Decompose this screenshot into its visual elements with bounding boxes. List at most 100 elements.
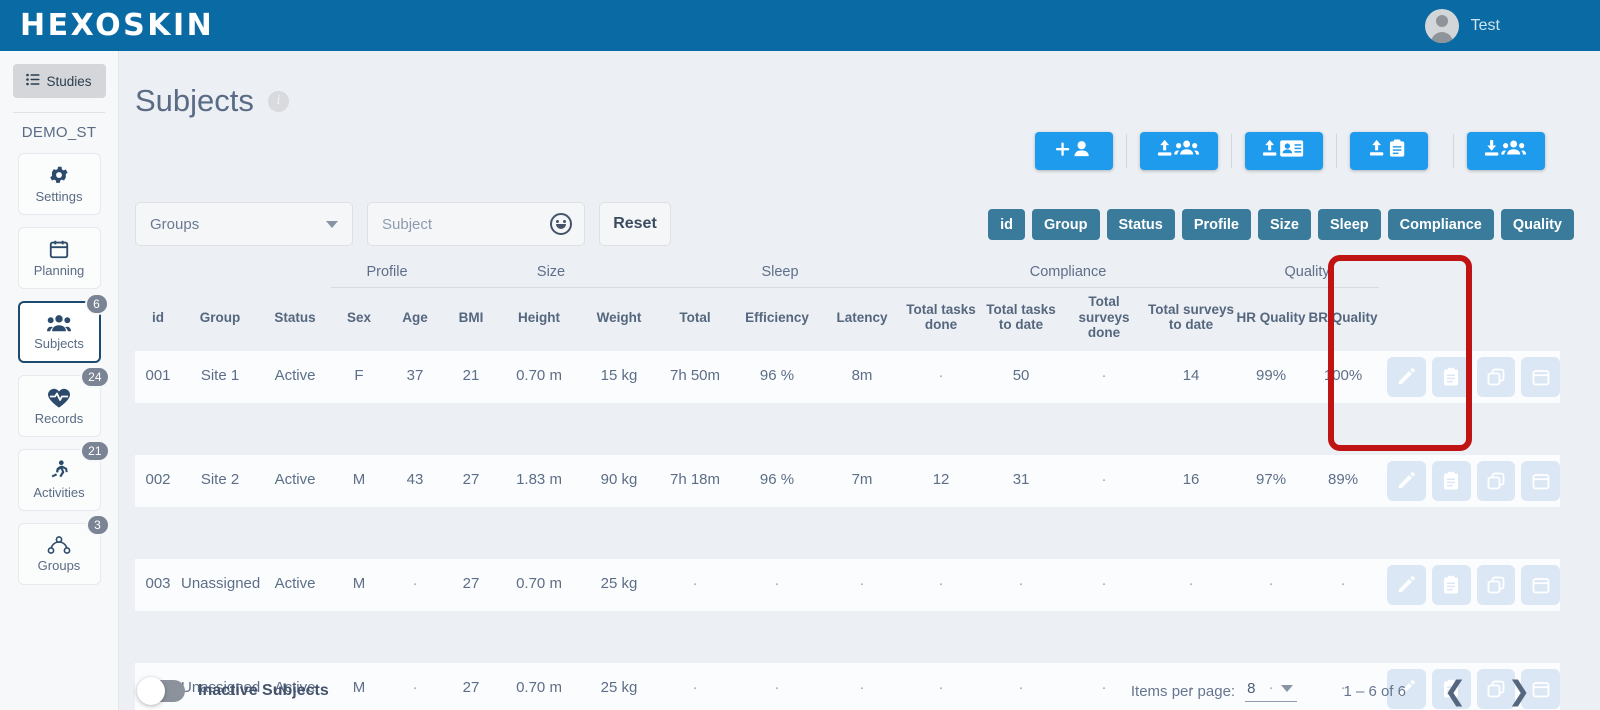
table-sub-header-row: id Group Status Sex Age BMI Height Weigh… (135, 288, 1561, 351)
edit-subject-action[interactable] (1387, 668, 1426, 709)
row-action-group (1379, 564, 1561, 605)
chip-sleep[interactable]: Sleep (1317, 209, 1381, 240)
col-id[interactable]: id (135, 288, 181, 351)
user-menu[interactable]: Test (1424, 8, 1600, 43)
export-subjects-button[interactable] (1467, 132, 1545, 170)
schedule-subject-action[interactable] (1521, 668, 1561, 709)
col-tasks-done[interactable]: Total tasks done (901, 288, 982, 351)
table-row-spacer (135, 506, 1561, 559)
spacer-cell (135, 402, 1561, 455)
col-weight[interactable]: Weight (579, 288, 660, 351)
upload-clipboard-icon (1369, 138, 1409, 164)
info-icon[interactable]: i (267, 90, 289, 112)
tasks-subject-action[interactable] (1431, 460, 1471, 501)
pencil-icon (1396, 575, 1416, 595)
table-row[interactable]: 002 Site 2 Active M 43 27 1.83 m 90 kg 7h 18m 96 … (135, 454, 1561, 507)
chip-status[interactable]: Status (1106, 209, 1175, 240)
edit-subject-action[interactable] (1387, 564, 1426, 605)
heartbeat-icon (47, 387, 71, 408)
edit-subject-action[interactable] (1387, 460, 1426, 501)
cell-bmi: 27 (443, 454, 500, 507)
edit-subject-action[interactable] (1387, 356, 1426, 397)
groups-filter-select[interactable]: Groups (135, 202, 353, 246)
group-header-blank (135, 256, 331, 288)
items-per-page-select[interactable]: 8 (1245, 680, 1298, 702)
cell-sex: F (331, 350, 387, 403)
clipboard-icon (1442, 679, 1460, 699)
col-tasks-to-date[interactable]: Total tasks to date (981, 288, 1062, 351)
cell-group: Unassigned (181, 558, 260, 611)
chip-quality[interactable]: Quality (1500, 209, 1574, 240)
chevron-down-icon (1281, 685, 1294, 692)
chip-group[interactable]: Group (1032, 209, 1100, 240)
sidebar-item-settings[interactable]: Settings (17, 153, 101, 215)
sidebar-badge: 3 (85, 514, 110, 536)
table-group-header-row: Profile Size Sleep Compliance Quality (135, 256, 1561, 288)
schedule-subject-action[interactable] (1521, 356, 1561, 397)
chip-size[interactable]: Size (1257, 209, 1311, 240)
group-header-size: Size (443, 256, 660, 288)
col-group[interactable]: Group (181, 288, 259, 351)
tasks-subject-action[interactable] (1431, 668, 1471, 709)
spacer-cell (135, 610, 1561, 663)
top-bar: HEXOSKIN Test (0, 0, 1600, 51)
cell-weight: 25 kg (579, 558, 660, 611)
next-page-button[interactable]: ❯ (1507, 675, 1531, 706)
reset-button[interactable]: Reset (599, 202, 671, 246)
col-br-quality[interactable]: BR Quality (1307, 288, 1380, 351)
col-sex[interactable]: Sex (331, 288, 387, 351)
col-status[interactable]: Status (259, 288, 331, 351)
chip-id[interactable]: id (988, 209, 1025, 240)
duplicate-subject-action[interactable] (1476, 668, 1516, 709)
import-subjects-button[interactable] (1140, 132, 1218, 170)
sidebar-item-studies[interactable]: Studies (12, 64, 106, 98)
cell-sleep-total: 7h 50m (659, 350, 732, 403)
copy-icon (1486, 367, 1506, 387)
cell-sleep-total: 7h 18m (659, 454, 732, 507)
cell-tasks-done: · (901, 662, 982, 710)
tasks-subject-action[interactable] (1431, 356, 1471, 397)
schedule-subject-action[interactable] (1521, 460, 1561, 501)
duplicate-subject-action[interactable] (1476, 356, 1516, 397)
table-body: 001 Site 1 Active F 37 21 0.70 m 15 kg 7h 50m 96 … (135, 350, 1561, 710)
duplicate-subject-action[interactable] (1476, 564, 1516, 605)
col-hr-quality[interactable]: HR Quality (1235, 288, 1308, 351)
table-row[interactable]: 003 Unassigned Active M · 27 0.70 m 25 kg · · · · · ·… (135, 558, 1561, 611)
sidebar-item-activities[interactable]: 21 Activities (17, 440, 110, 511)
add-subject-button[interactable] (1035, 132, 1113, 170)
subject-search-field[interactable] (367, 202, 585, 246)
col-efficiency[interactable]: Efficiency (731, 288, 824, 351)
cell-hr-quality: · (1235, 558, 1308, 611)
col-height[interactable]: Height (499, 288, 580, 351)
chip-compliance[interactable]: Compliance (1387, 209, 1494, 240)
clipboard-icon (1442, 575, 1460, 595)
col-latency[interactable]: Latency (823, 288, 902, 351)
col-surveys-done[interactable]: Total surveys done (1061, 288, 1148, 351)
pencil-icon (1396, 471, 1416, 491)
col-age[interactable]: Age (387, 288, 444, 351)
inactive-subjects-toggle-group[interactable]: Inactive Subjects (135, 677, 329, 705)
tasks-subject-action[interactable] (1431, 564, 1471, 605)
col-sleep-total[interactable]: Total (659, 288, 732, 351)
previous-page-button[interactable]: ❮ (1443, 675, 1467, 706)
sidebar-item-planning[interactable]: Planning (17, 227, 101, 289)
import-tasks-button[interactable] (1350, 132, 1428, 170)
cell-efficiency: 96 % (731, 454, 824, 507)
schedule-subject-action[interactable] (1521, 564, 1561, 605)
col-surveys-to-date[interactable]: Total surveys to date (1147, 288, 1236, 351)
smiley-icon[interactable] (550, 213, 572, 235)
col-bmi[interactable]: BMI (443, 288, 500, 351)
sidebar-item-records[interactable]: 24 Records (17, 366, 110, 437)
cell-actions (1379, 662, 1561, 710)
inactive-subjects-toggle[interactable] (137, 677, 185, 705)
sidebar-item-groups[interactable]: 3 Groups (17, 514, 110, 585)
duplicate-subject-action[interactable] (1476, 460, 1516, 501)
search-input[interactable] (382, 215, 542, 233)
chip-profile[interactable]: Profile (1181, 209, 1251, 240)
cell-tasks-done: · (901, 350, 982, 403)
import-profiles-button[interactable] (1245, 132, 1323, 170)
list-icon (26, 73, 40, 89)
table-row[interactable]: 001 Site 1 Active F 37 21 0.70 m 15 kg 7h 50m 96 … (135, 350, 1561, 403)
sidebar-item-subjects[interactable]: 6 Subjects (17, 293, 109, 363)
cell-sex: M (331, 454, 387, 507)
